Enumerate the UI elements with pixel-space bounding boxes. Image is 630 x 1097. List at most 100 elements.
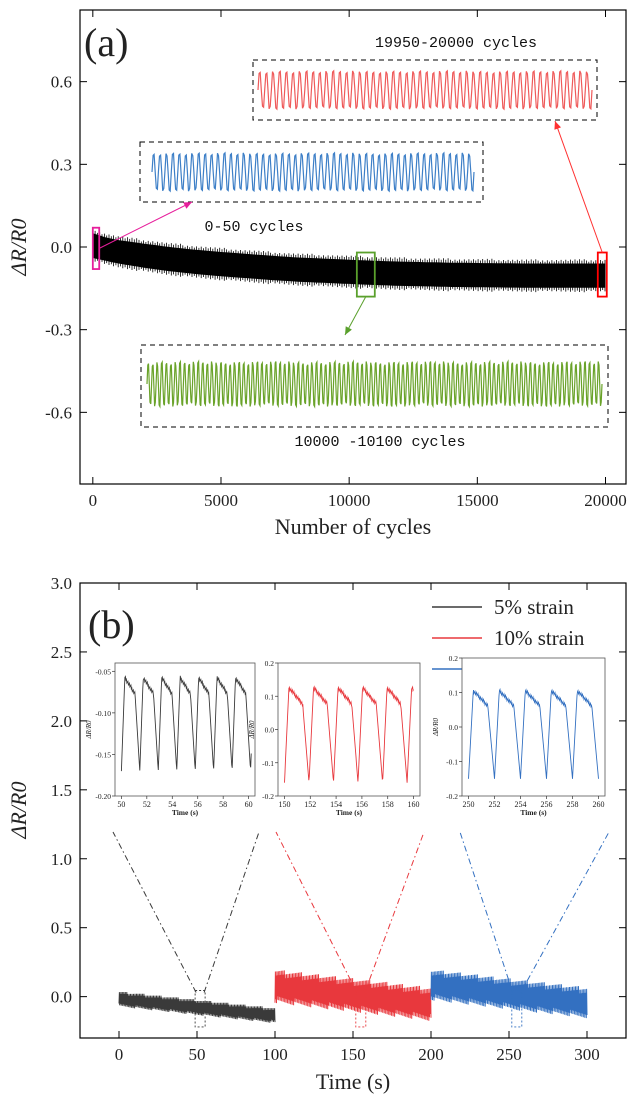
inset-wave-19950-20000 xyxy=(257,69,593,111)
inset-y-tick-label: -0.2 xyxy=(446,792,458,801)
inset-y-tick-label: -0.10 xyxy=(95,709,111,718)
inset-callout-right-2 xyxy=(364,831,425,993)
panel-b-x-tick-label: 250 xyxy=(496,1045,522,1064)
inset-wave-0-50 xyxy=(151,151,475,193)
inset-x-tick-label: 54 xyxy=(168,800,176,809)
inset-y-tick-label: 0.2 xyxy=(449,654,459,663)
panel-b-chart: 0 50 100 150 200 250 3000.00.51.01.52.02.53.0 … xyxy=(6,574,627,1094)
arrow-10000-10100-head xyxy=(345,326,352,335)
inset-y-tick-label: -0.1 xyxy=(446,758,458,767)
panel-a-x-tick-label: 0 xyxy=(89,491,98,510)
inset-x-tick-label: 152 xyxy=(304,800,316,809)
inset-x-tick-label: 154 xyxy=(330,800,342,809)
inset-x-tick-label: 160 xyxy=(408,800,420,809)
panel-b-y-tick-label: 2.0 xyxy=(51,712,72,731)
panel-a-y-tick-label: 0.3 xyxy=(51,155,72,174)
inset-frame-3 xyxy=(461,657,606,797)
panel-b-x-axis-label: Time (s) xyxy=(316,1069,390,1094)
inset-wave-10000-10100 xyxy=(146,359,603,409)
inset-x-tick-label: 56 xyxy=(194,800,202,809)
inset-callout-left-3 xyxy=(459,831,514,993)
panel-b-y-tick-label: 1.0 xyxy=(51,850,72,869)
signal-2 xyxy=(274,970,432,1021)
panel-b-insets: 50 52 54 56 58 60 -0.05 -0.10 -0.15 -0.20 Time (s)… xyxy=(85,654,610,1028)
inset-x-tick-label: 256 xyxy=(541,800,553,809)
panel-b-y-tick-label: 3.0 xyxy=(51,574,72,593)
inset-wave-1 xyxy=(120,675,252,772)
inset-callout-left-2 xyxy=(275,831,358,993)
inset-y-tick-label: -0.1 xyxy=(262,759,274,768)
inset-x-axis-label: Time (s) xyxy=(336,808,363,817)
legend-label-2: 10% strain xyxy=(494,626,585,650)
panel-b-y-tick-label: 0.5 xyxy=(51,919,72,938)
arrow-0-50-head xyxy=(183,202,192,209)
panel-a-y-tick-label: -0.3 xyxy=(45,321,72,340)
annotation-label-10000-10100: 10000 -10100 cycles xyxy=(294,434,465,451)
panel-b-x-tick-label: 50 xyxy=(189,1045,206,1064)
inset-x-tick-label: 250 xyxy=(463,800,475,809)
panel-a-ticks: 0 5000 10000 15000 20000 0.6 0.3 0.0 -0.3 -0.6 xyxy=(45,10,627,510)
inset-callout-left-1 xyxy=(112,831,197,993)
inset-y-axis-label: ΔR/R0 xyxy=(85,720,93,740)
inset-box-10000-10100 xyxy=(140,344,609,428)
inset-y-tick-label: -0.05 xyxy=(95,667,111,676)
inset-source-box-3 xyxy=(511,990,523,1028)
panel-b-x-tick-label: 100 xyxy=(262,1045,288,1064)
panel-b-x-tick-label: 150 xyxy=(340,1045,366,1064)
panel-a-x-axis-label: Number of cycles xyxy=(275,514,431,539)
inset-x-tick-label: 260 xyxy=(593,800,605,809)
inset-box-19950-20000 xyxy=(252,59,598,121)
inset-wave-2 xyxy=(284,685,414,783)
inset-x-tick-label: 58 xyxy=(219,800,227,809)
inset-x-tick-label: 50 xyxy=(117,800,125,809)
inset-x-tick-label: 156 xyxy=(356,800,368,809)
panel-b-label: (b) xyxy=(88,602,135,647)
panel-a-x-tick-label: 15000 xyxy=(456,491,499,510)
inset-wave-3 xyxy=(468,687,599,779)
inset-y-tick-label: -0.2 xyxy=(262,792,274,801)
inset-callout-right-3 xyxy=(520,831,610,993)
inset-y-axis-label: ΔR/R0 xyxy=(432,717,440,737)
inset-box-0-50 xyxy=(139,141,484,203)
inset-y-tick-label: 0.1 xyxy=(265,692,275,701)
panel-a-y-tick-label: 0.6 xyxy=(51,73,72,92)
signal-1 xyxy=(118,991,276,1023)
inset-x-tick-label: 150 xyxy=(278,800,290,809)
inset-x-tick-label: 258 xyxy=(567,800,579,809)
annotation-label-0-50: 0-50 cycles xyxy=(204,219,303,236)
panel-a-y-axis-label: ΔR/R0 xyxy=(6,219,31,277)
arrow-19950-20000 xyxy=(554,120,603,253)
panel-b-y-tick-label: 2.5 xyxy=(51,643,72,662)
panel-b-x-tick-label: 300 xyxy=(574,1045,600,1064)
panel-a-insets xyxy=(91,59,609,428)
panel-a-x-tick-label: 20000 xyxy=(584,491,627,510)
signal-3 xyxy=(430,970,588,1019)
inset-source-box-1 xyxy=(194,990,206,1028)
inset-source-box-2 xyxy=(355,990,367,1028)
panel-a-chart: 0 5000 10000 15000 20000 0.6 0.3 0.0 -0.3 -0.6 (a… xyxy=(6,9,627,539)
panel-b-y-tick-label: 1.5 xyxy=(51,781,72,800)
inset-y-axis-label: ΔR/R0 xyxy=(248,720,256,740)
panel-b-x-tick-label: 200 xyxy=(418,1045,444,1064)
inset-x-tick-label: 252 xyxy=(489,800,501,809)
inset-y-tick-label: 0.0 xyxy=(449,723,459,732)
panel-a-x-tick-label: 5000 xyxy=(204,491,238,510)
inset-x-tick-label: 158 xyxy=(382,800,394,809)
panel-a-x-tick-label: 10000 xyxy=(328,491,371,510)
inset-y-tick-label: 0.1 xyxy=(449,689,459,698)
arrow-0-50 xyxy=(99,201,193,249)
inset-x-tick-label: 60 xyxy=(245,800,253,809)
panel-b-signals xyxy=(118,970,588,1023)
inset-y-tick-label: 0.2 xyxy=(265,659,275,668)
inset-y-tick-label: -0.20 xyxy=(95,792,111,801)
inset-y-tick-label: 0.0 xyxy=(265,726,275,735)
annotation-label-19950-20000: 19950-20000 cycles xyxy=(375,35,537,52)
inset-frame-2 xyxy=(277,662,421,797)
panel-b-ticks: 0 50 100 150 200 250 300 0.0 0.5 1.0 1.5 2.0 2.5 3.0 xyxy=(51,574,626,1064)
panel-a-y-tick-label: -0.6 xyxy=(45,403,72,422)
inset-x-axis-label: Time (s) xyxy=(172,808,199,817)
panel-a-data-band xyxy=(92,230,606,293)
panel-a-label: (a) xyxy=(84,20,128,65)
legend-label-1: 5% strain xyxy=(494,595,574,619)
